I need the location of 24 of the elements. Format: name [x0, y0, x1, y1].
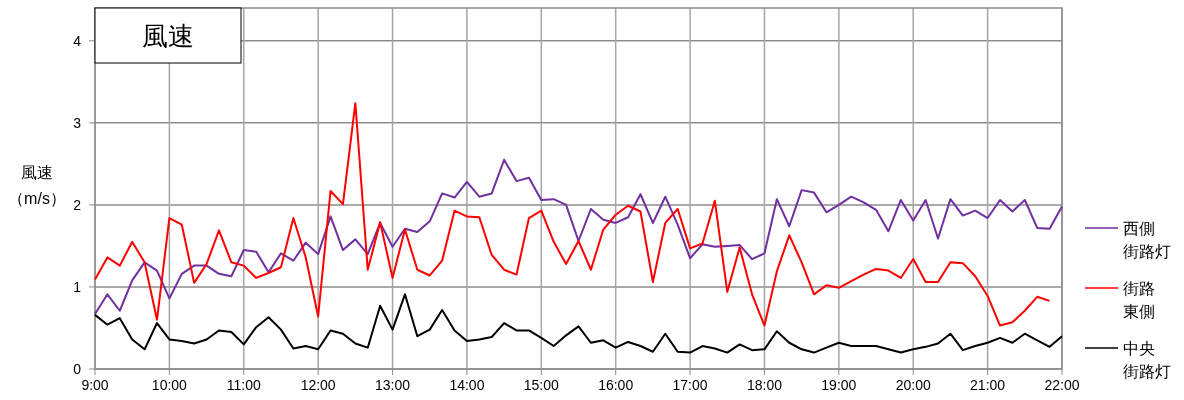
y-tick-label: 1 [73, 278, 82, 295]
y-tick-label: 2 [73, 196, 82, 213]
y-tick-label: 0 [73, 361, 82, 377]
y-axis-title: 風速（m/s） [8, 164, 66, 207]
x-tick-label: 22:00 [1044, 377, 1080, 393]
x-tick-label: 9:00 [81, 377, 109, 393]
x-tick-label: 10:00 [151, 377, 188, 393]
x-tick-label: 21:00 [970, 377, 1006, 393]
x-tick-label: 11:00 [226, 377, 261, 393]
x-tick-label: 15:00 [523, 377, 560, 393]
y-tick-label: 3 [73, 114, 82, 131]
x-tick-label: 16:00 [598, 377, 634, 393]
x-tick-label: 12:00 [300, 377, 336, 393]
legend-label: 西側街路灯 [1123, 220, 1171, 260]
x-tick-label: 18:00 [746, 377, 783, 393]
legend-label: 街路東側 [1123, 280, 1155, 320]
x-tick-label: 20:00 [895, 377, 931, 393]
x-tick-label: 13:00 [375, 377, 411, 393]
text: 風速 [142, 21, 194, 51]
x-tick-label: 14:00 [449, 377, 485, 393]
x-tick-label: 19:00 [821, 377, 857, 393]
y-tick-label: 4 [73, 32, 82, 49]
x-tick-label: 17:00 [672, 377, 708, 393]
legend-label: 中央街路灯 [1123, 340, 1171, 380]
